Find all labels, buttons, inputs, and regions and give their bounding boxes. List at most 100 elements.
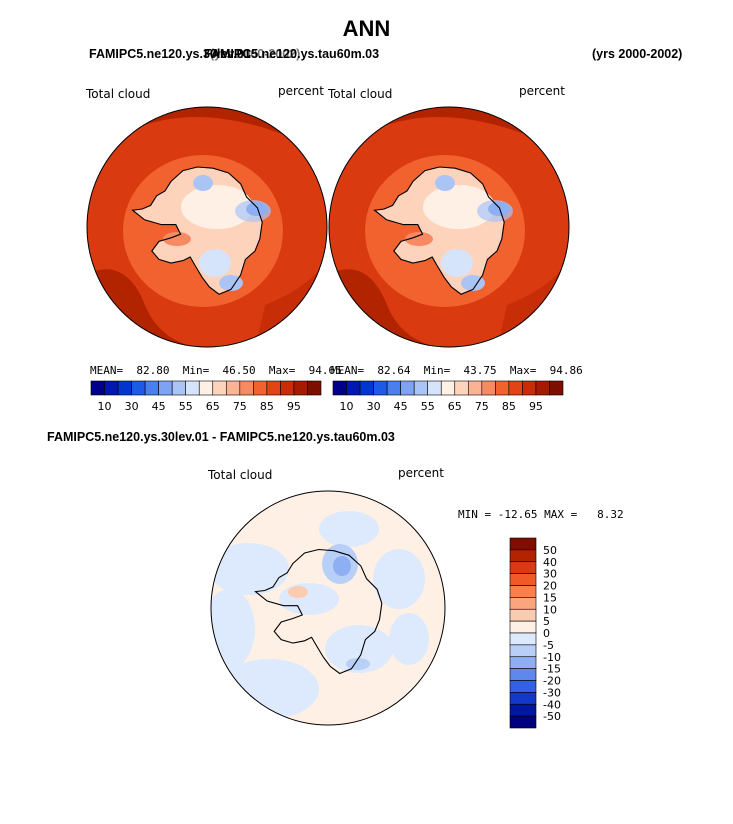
colorbar-swatch (509, 668, 537, 681)
colorbar-swatch (522, 380, 537, 396)
colorbar-swatch (332, 380, 347, 396)
colorbar-swatch (346, 380, 361, 396)
panel1-colorbar: 10 30 45 55 65 75 85 95 (90, 380, 322, 413)
colorbar-swatch (535, 380, 550, 396)
colorbar-tick-label: 10 (543, 603, 557, 616)
panel2-units: percent (519, 84, 565, 98)
colorbar-swatch (509, 561, 537, 574)
panel1-mean-label: MEAN= (90, 364, 124, 377)
panel1-variable-label: Total cloud (86, 87, 151, 101)
low-cloud-patch (219, 275, 243, 291)
colorbar-swatch (131, 380, 146, 396)
colorbar-tick-label: -5 (543, 639, 554, 652)
panel2-min-label: Min= (423, 364, 451, 377)
negative-diff-patch (279, 583, 339, 615)
negative-diff-patch (219, 659, 319, 719)
colorbar-tick-label: 45 (152, 400, 166, 413)
colorbar-swatch (481, 380, 496, 396)
ross-shelf-field (405, 232, 433, 246)
colorbar-swatch (509, 549, 537, 563)
low-cloud-patch (199, 249, 231, 277)
panel2-colorbar: 10 30 45 55 65 75 85 95 (332, 380, 564, 413)
colorbar-tick-label: 50 (543, 544, 557, 557)
panel1-min-value: 46.50 (222, 364, 256, 377)
negative-diff-patch (211, 543, 289, 595)
negative-diff-patch (373, 549, 425, 609)
panel2-max-label: Max= (509, 364, 537, 377)
colorbar-swatch (117, 380, 132, 396)
colorbar-tick-label: 30 (367, 400, 381, 413)
colorbar-tick-label: 0 (543, 627, 550, 640)
negative-diff-patch (325, 625, 393, 673)
colorbar-tick-label: -50 (543, 710, 561, 723)
panel2-stats: MEAN= 82.64 Min= 43.75 Max= 94.86 (331, 364, 583, 377)
colorbar-swatch (509, 573, 537, 586)
colorbar-swatch (373, 380, 388, 396)
colorbar-swatch (400, 380, 415, 396)
map-border (328, 106, 570, 348)
colorbar-tick-label: 55 (179, 400, 193, 413)
colorbar-tick-label: 65 (206, 400, 220, 413)
colorbar-swatch (509, 644, 537, 658)
panel1-stats: MEAN= 82.80 Min= 46.50 Max= 94.65 (90, 364, 342, 377)
coastline (373, 166, 505, 295)
colorbar-swatch (509, 585, 537, 598)
colorbar-swatch (509, 703, 537, 717)
panel1-max-label: Max= (268, 364, 296, 377)
panel2-min-value: 43.75 (463, 364, 497, 377)
colorbar-tick-label: 85 (260, 400, 274, 413)
colorbar-tick-label: 10 (340, 400, 354, 413)
negative-diff-patch (333, 556, 351, 576)
panel2-variable-label: Total cloud (328, 87, 393, 101)
colorbar-swatch (427, 380, 442, 396)
diff-title: FAMIPC5.ne120.ys.30lev.01 - FAMIPC5.ne12… (47, 430, 395, 444)
low-cloud-patch (435, 175, 455, 191)
low-cloud-patch (461, 275, 485, 291)
colorbar-swatch (158, 380, 173, 396)
ross-shelf-field (163, 232, 191, 246)
case-name-right: FAMIPC5.ne120.ys.tau60m.03 (204, 47, 380, 61)
colorbar-tick-label: -40 (543, 698, 561, 711)
colorbar-swatch (307, 380, 322, 396)
low-cloud-patch (235, 200, 271, 222)
colorbar-swatch (253, 380, 268, 396)
plateau-field (423, 185, 495, 229)
colorbar-swatch (144, 380, 159, 396)
colorbar-swatch (508, 380, 523, 396)
colorbar-swatch (509, 692, 537, 705)
colorbar-swatch (509, 537, 537, 551)
colorbar-swatch (266, 380, 281, 396)
colorbar-swatch (440, 380, 456, 396)
panel1-min-label: Min= (182, 364, 210, 377)
colorbar-tick-label: 85 (502, 400, 516, 413)
colorbar-swatch (509, 620, 537, 634)
panel1-units: percent (278, 84, 324, 98)
colorbar-swatch (212, 380, 227, 396)
colorbar-swatch (386, 380, 401, 396)
colorbar-swatch (239, 380, 254, 396)
coastline (131, 166, 263, 295)
colorbar-tick-label: 95 (529, 400, 543, 413)
colorbar-swatch (549, 380, 564, 396)
positive-diff-patch (288, 586, 308, 598)
coastline (254, 548, 383, 675)
colorbar-swatch (467, 380, 483, 396)
years-right: (yrs 2000-2002) (592, 47, 683, 61)
negative-diff-patch (319, 511, 379, 547)
colorbar-swatch (171, 380, 187, 396)
years-left: (yrs 2000-2002) (210, 47, 301, 61)
colorbar-tick-label: 55 (421, 400, 435, 413)
diff-max-label: MAX = (544, 508, 578, 521)
diff-min-label: MIN = (458, 508, 492, 521)
colorbar-swatch (90, 380, 105, 396)
colorbar-swatch (185, 380, 200, 396)
colorbar-tick-label: 30 (543, 568, 557, 581)
diff-stats: MIN = -12.65 MAX = 8.32 (458, 508, 624, 521)
panel1-polar-map (86, 106, 328, 348)
low-cloud-patch (441, 249, 473, 277)
colorbar-tick-label: 20 (543, 580, 557, 593)
diff-variable-label: Total cloud (208, 468, 273, 482)
colorbar-swatch (104, 380, 119, 396)
colorbar-tick-label: 5 (543, 615, 550, 628)
